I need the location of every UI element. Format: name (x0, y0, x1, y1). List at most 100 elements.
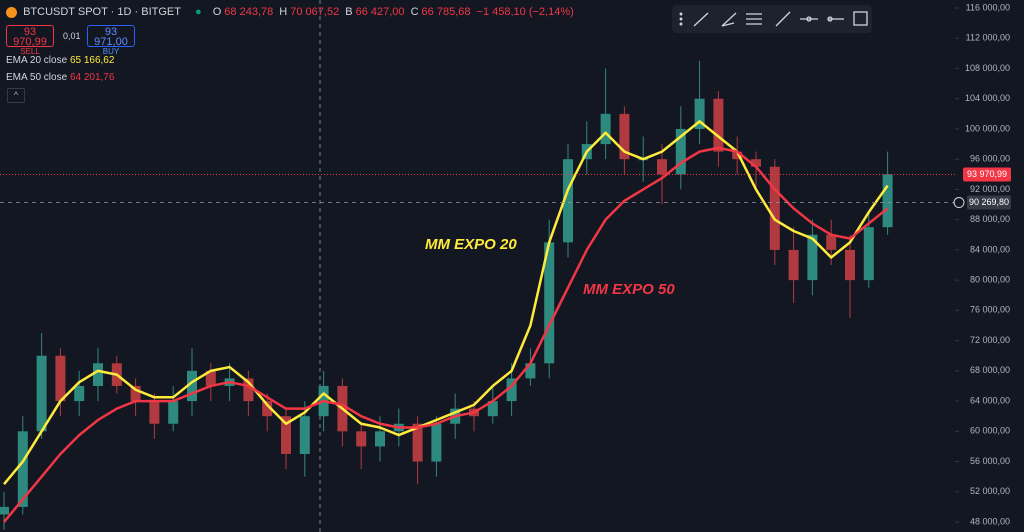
add-alert-button (953, 197, 965, 209)
ohlc-value: 66 785,68 (421, 6, 471, 18)
indicator-value: 64 201,76 (69, 72, 115, 83)
candle-body (55, 355, 66, 402)
candle-body (93, 363, 103, 386)
candle-body (563, 159, 573, 243)
candle-body (431, 423, 442, 462)
candle-body (299, 416, 310, 454)
candle-body (168, 401, 179, 424)
trendline-tool[interactable] (693, 12, 709, 27)
y-tick-label: 76 000,00 (970, 305, 1010, 315)
last-price-label: 93 970,99 (967, 169, 1007, 179)
sell-label: SELL (20, 47, 40, 56)
collapse-button[interactable]: ^ (7, 88, 25, 103)
candle-body (356, 431, 367, 447)
y-tick-label: 116 000,00 (966, 2, 1010, 12)
buy-label: BUY (102, 47, 120, 56)
candle-body (863, 227, 874, 281)
ema-line (3, 146, 889, 523)
candle-body (713, 98, 724, 152)
candle-body (694, 98, 705, 129)
indicator-value: 65 166,62 (69, 55, 115, 66)
ray-tool[interactable] (775, 11, 791, 27)
fib-tool[interactable] (721, 12, 737, 27)
y-tick-label: 100 000,00 (965, 123, 1010, 133)
y-tick-label: 80 000,00 (970, 275, 1010, 285)
y-tick-label: 104 000,00 (965, 93, 1010, 103)
sell-price: 93 970,99 (13, 26, 47, 48)
candle-body (826, 234, 837, 250)
candle-body (751, 159, 761, 167)
y-tick-label: 112 000,00 (966, 33, 1010, 43)
indicator-name: EMA 20 close (6, 55, 68, 66)
indicator-name: EMA 50 close (6, 72, 68, 83)
candle-body (788, 249, 799, 281)
lines-tool[interactable] (746, 13, 762, 25)
last-price-box (963, 167, 1011, 182)
indicator[interactable]: EMA 20 close 65 166,62 (6, 55, 114, 66)
candle-body (675, 128, 686, 175)
y-tick-label: 92 000,00 (970, 184, 1010, 194)
drawing-toolbar (672, 5, 872, 33)
candle-body (149, 401, 160, 424)
candle-body (845, 249, 855, 281)
symbol-header: BTCUSDT SPOT · 1D · BITGET ● O 68 243,78 … (6, 6, 577, 18)
candle-body (205, 370, 216, 386)
ohlc-value: 70 067,52 (290, 6, 340, 18)
candle-body (375, 431, 385, 447)
y-tick-label: 68 000,00 (970, 365, 1010, 375)
candle-body (600, 113, 611, 145)
candle-body (506, 378, 517, 402)
candle-body (17, 431, 28, 507)
y-tick-label: 48 000,00 (970, 516, 1010, 526)
candle-body (487, 401, 498, 417)
candle-body (243, 378, 254, 402)
symbol[interactable]: BTCUSDT SPOT · 1D · BITGET (23, 6, 181, 18)
candle-body (187, 370, 197, 402)
candle-body (657, 159, 667, 175)
rect-tool[interactable] (853, 11, 868, 26)
toolbar-icons (679, 11, 868, 27)
ohlc-key: C (410, 6, 419, 18)
y-tick-label: 60 000,00 (970, 426, 1010, 436)
ema-line (3, 120, 889, 486)
spread: 0,01 (63, 31, 81, 41)
candle-body (544, 242, 555, 364)
y-tick-label: 108 000,00 (965, 63, 1010, 73)
ohlc-key: B (345, 6, 353, 18)
candle-body (732, 151, 743, 160)
y-tick-label: 56 000,00 (970, 456, 1010, 466)
buy-price: 93 971,00 (94, 26, 128, 48)
y-tick-label: 52 000,00 (970, 486, 1010, 496)
candle-body (525, 363, 536, 379)
candle-body (0, 506, 9, 515)
ohlc-key: O (212, 6, 222, 18)
candle-body (882, 174, 893, 228)
ohlc-value: 68 243,78 (224, 6, 274, 18)
candle-body (130, 385, 141, 402)
y-tick-label: 88 000,00 (970, 214, 1010, 224)
candle-body (262, 401, 273, 417)
annotation: MM EXPO 50 (583, 281, 675, 298)
y-tick-label: 64 000,00 (970, 395, 1010, 405)
ohlc-key: H (279, 6, 288, 18)
candle-body (36, 355, 47, 432)
candle-body (412, 423, 423, 462)
candle-body (74, 385, 85, 402)
crosshair-price-box (967, 195, 1011, 210)
change: −1 458,10 (−2,14%) (476, 6, 574, 18)
crosshair-price-label: 90 269,80 (969, 197, 1009, 207)
indicator[interactable]: EMA 50 close 64 201,76 (6, 72, 114, 83)
candle-body (619, 113, 630, 160)
status-dot: ● (195, 6, 202, 18)
annotation: MM EXPO 20 (425, 236, 517, 253)
y-tick-label: 84 000,00 (970, 244, 1010, 254)
candle-body (769, 166, 780, 250)
y-tick-label: 72 000,00 (970, 335, 1010, 345)
sell-button[interactable]: 93 970,99 SELL (6, 25, 54, 56)
y-tick-label: 96 000,00 (970, 154, 1010, 164)
buy-button[interactable]: 93 971,00 BUY (87, 25, 135, 56)
candle-body (281, 416, 291, 454)
ohlc-value: 66 427,00 (355, 6, 405, 18)
